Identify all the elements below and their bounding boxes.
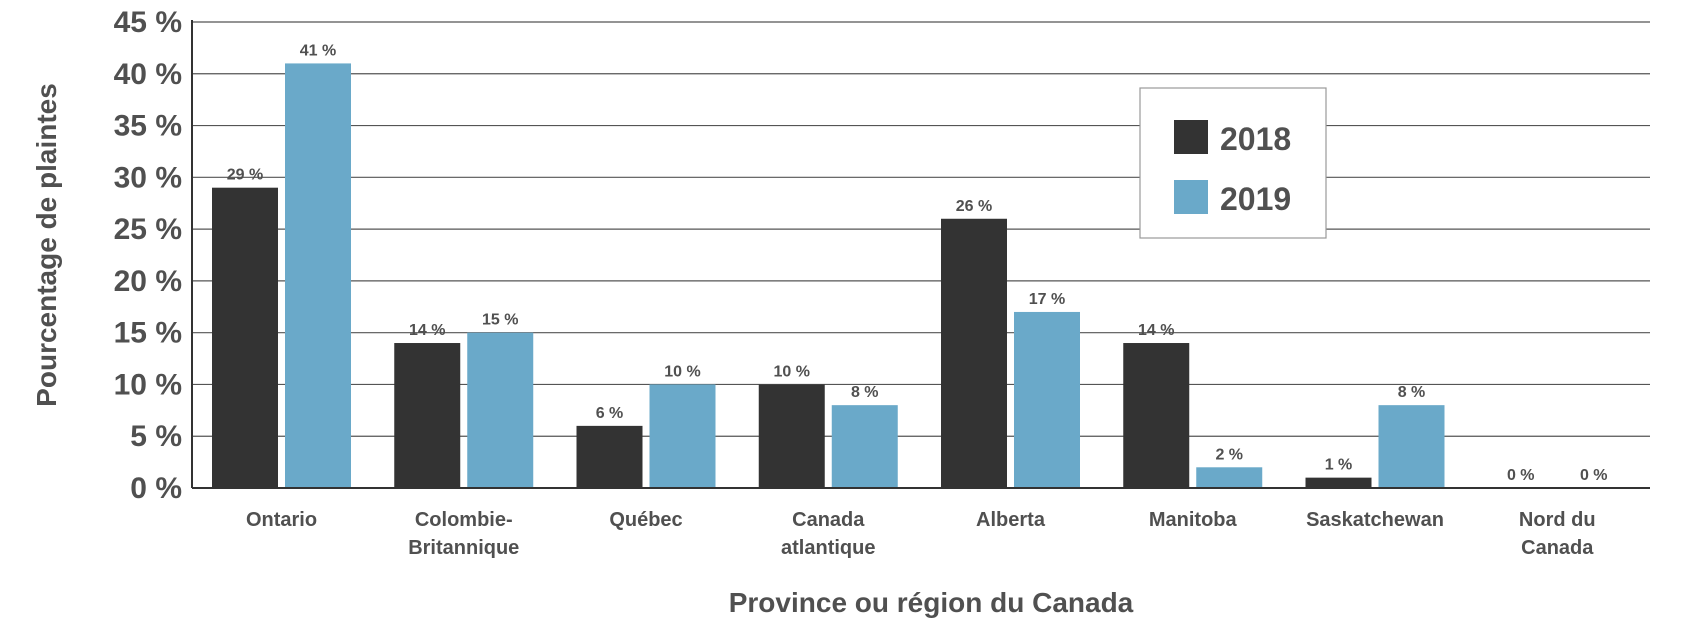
- data-label-2019: 41 %: [300, 42, 336, 59]
- x-category-line: Manitoba: [1149, 509, 1238, 531]
- y-tick-label: 30 %: [114, 161, 182, 194]
- y-axis-ticks: 0 % 5 % 10 % 15 % 20 % 25 % 30 % 35 % 40 % 45 %: [114, 6, 182, 505]
- y-tick-label: 20 %: [114, 265, 182, 298]
- data-label-2018: 6 %: [596, 405, 624, 422]
- x-category-label: Alberta: [976, 509, 1046, 531]
- data-labels: 29 % 41 % 14 % 15 % 6 % 10 % 10 % 8 % 26 % 17 % 14…: [227, 42, 1608, 484]
- x-category-line: atlantique: [781, 537, 875, 559]
- bar-2018: [1123, 343, 1190, 488]
- legend-label-2019: 2019: [1220, 181, 1291, 217]
- data-label-2019: 0 %: [1580, 467, 1608, 484]
- bar-2018: [1305, 477, 1372, 488]
- x-category-label: Saskatchewan: [1306, 509, 1444, 531]
- bars: [212, 63, 1445, 489]
- bar-2018: [394, 343, 461, 488]
- bar-2018: [576, 425, 643, 488]
- y-tick-label: 0 %: [130, 472, 182, 505]
- x-category-label: Québec: [609, 509, 682, 531]
- bar-2019: [649, 384, 716, 488]
- x-category-line: Canada: [792, 509, 865, 531]
- y-tick-label: 15 %: [114, 317, 182, 350]
- x-category-label: Colombie- Britannique: [408, 509, 519, 559]
- y-tick-label: 10 %: [114, 368, 182, 401]
- bar-2019: [831, 405, 898, 488]
- x-axis-categories: Ontario Colombie- Britannique Québec Canada a…: [246, 509, 1596, 559]
- data-label-2019: 17 %: [1029, 291, 1065, 308]
- legend-box: [1139, 87, 1327, 239]
- x-category-line: Colombie-: [415, 509, 513, 531]
- legend-label-2018: 2018: [1220, 121, 1291, 157]
- x-category-label: Nord du Canada: [1519, 509, 1596, 559]
- y-axis-title: Pourcentage de plaintes: [31, 83, 62, 407]
- bar-2019: [467, 332, 534, 488]
- data-label-2019: 10 %: [664, 363, 700, 380]
- x-category-label: Canada atlantique: [781, 509, 875, 559]
- y-tick-label: 35 %: [114, 110, 182, 143]
- x-category-line: Canada: [1521, 537, 1594, 559]
- data-label-2018: 14 %: [1138, 322, 1174, 339]
- x-category-line: Québec: [609, 509, 682, 531]
- data-label-2018: 0 %: [1507, 467, 1535, 484]
- y-tick-label: 5 %: [130, 420, 182, 453]
- bar-2018: [941, 218, 1007, 488]
- x-category-label: Manitoba: [1149, 509, 1238, 531]
- data-label-2018: 29 %: [227, 167, 263, 184]
- data-label-2019: 2 %: [1215, 446, 1243, 463]
- y-tick-label: 25 %: [114, 213, 182, 246]
- data-label-2019: 8 %: [1398, 384, 1426, 401]
- y-tick-label: 45 %: [114, 6, 182, 39]
- x-category-line: Saskatchewan: [1306, 509, 1444, 531]
- x-axis-title: Province ou région du Canada: [729, 587, 1134, 618]
- bar-2018: [758, 384, 825, 488]
- legend-swatch-2018: [1174, 120, 1208, 154]
- legend: 2018 2019: [1139, 87, 1327, 239]
- data-label-2019: 8 %: [851, 384, 879, 401]
- data-label-2018: 26 %: [956, 198, 992, 215]
- x-category-line: Nord du: [1519, 509, 1596, 531]
- x-category-line: Alberta: [976, 509, 1046, 531]
- x-category-label: Ontario: [246, 509, 317, 531]
- bar-2019: [285, 63, 351, 489]
- data-label-2018: 14 %: [409, 322, 445, 339]
- bar-2019: [1196, 467, 1263, 488]
- bar-2019: [1378, 405, 1445, 488]
- bar-2019: [1014, 311, 1080, 488]
- x-category-line: Ontario: [246, 509, 317, 531]
- data-label-2018: 1 %: [1325, 457, 1353, 474]
- x-category-line: Britannique: [408, 537, 519, 559]
- data-label-2018: 10 %: [774, 363, 810, 380]
- data-label-2019: 15 %: [482, 312, 518, 329]
- bar-2018: [212, 187, 278, 488]
- legend-swatch-2019: [1174, 180, 1208, 214]
- y-tick-label: 40 %: [114, 58, 182, 91]
